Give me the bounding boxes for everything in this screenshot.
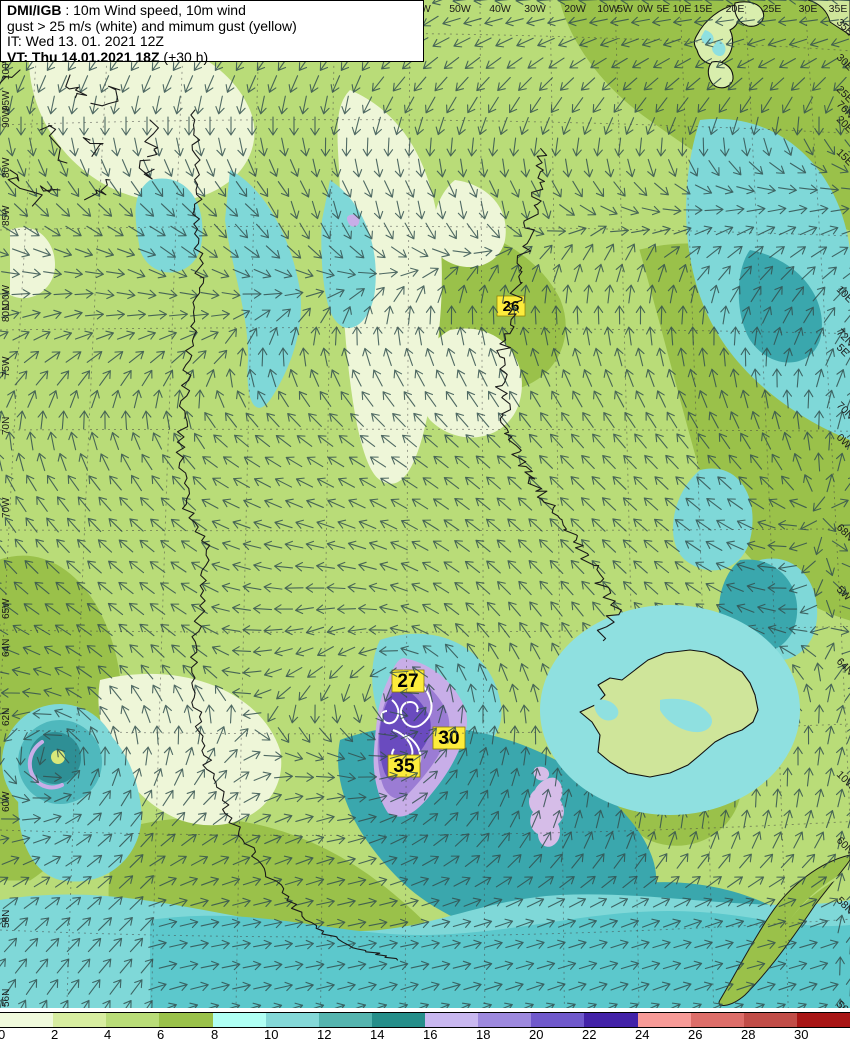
svg-text:56N: 56N <box>1 989 12 1007</box>
svg-text:35: 35 <box>393 756 415 777</box>
svg-text:20W: 20W <box>564 3 586 15</box>
svg-text:80N: 80N <box>1 304 12 322</box>
svg-text:62N: 62N <box>1 708 12 726</box>
svg-text:75W: 75W <box>1 356 12 377</box>
svg-text:10W: 10W <box>597 3 619 15</box>
svg-text:60W: 60W <box>1 791 12 812</box>
svg-text:70W: 70W <box>1 497 12 518</box>
svg-text:0W: 0W <box>637 3 653 15</box>
svg-text:15E: 15E <box>694 3 713 15</box>
svg-text:65W: 65W <box>1 598 12 619</box>
svg-text:85W: 85W <box>1 205 12 226</box>
svg-text:5W: 5W <box>617 3 633 15</box>
svg-text:50W: 50W <box>449 3 471 15</box>
svg-text:25E: 25E <box>763 3 782 15</box>
svg-text:30E: 30E <box>799 3 818 15</box>
svg-text:58N: 58N <box>1 910 12 928</box>
svg-text:20E: 20E <box>726 3 745 15</box>
svg-text:90W: 90W <box>1 107 12 128</box>
svg-text:40W: 40W <box>489 3 511 15</box>
svg-text:10E: 10E <box>673 3 692 15</box>
svg-text:30W: 30W <box>524 3 546 15</box>
svg-text:64N: 64N <box>1 639 12 657</box>
svg-text:80W: 80W <box>1 157 12 178</box>
svg-text:26: 26 <box>503 298 520 315</box>
svg-text:5E: 5E <box>657 3 670 15</box>
svg-text:35E: 35E <box>829 3 848 15</box>
svg-text:70N: 70N <box>1 417 12 435</box>
